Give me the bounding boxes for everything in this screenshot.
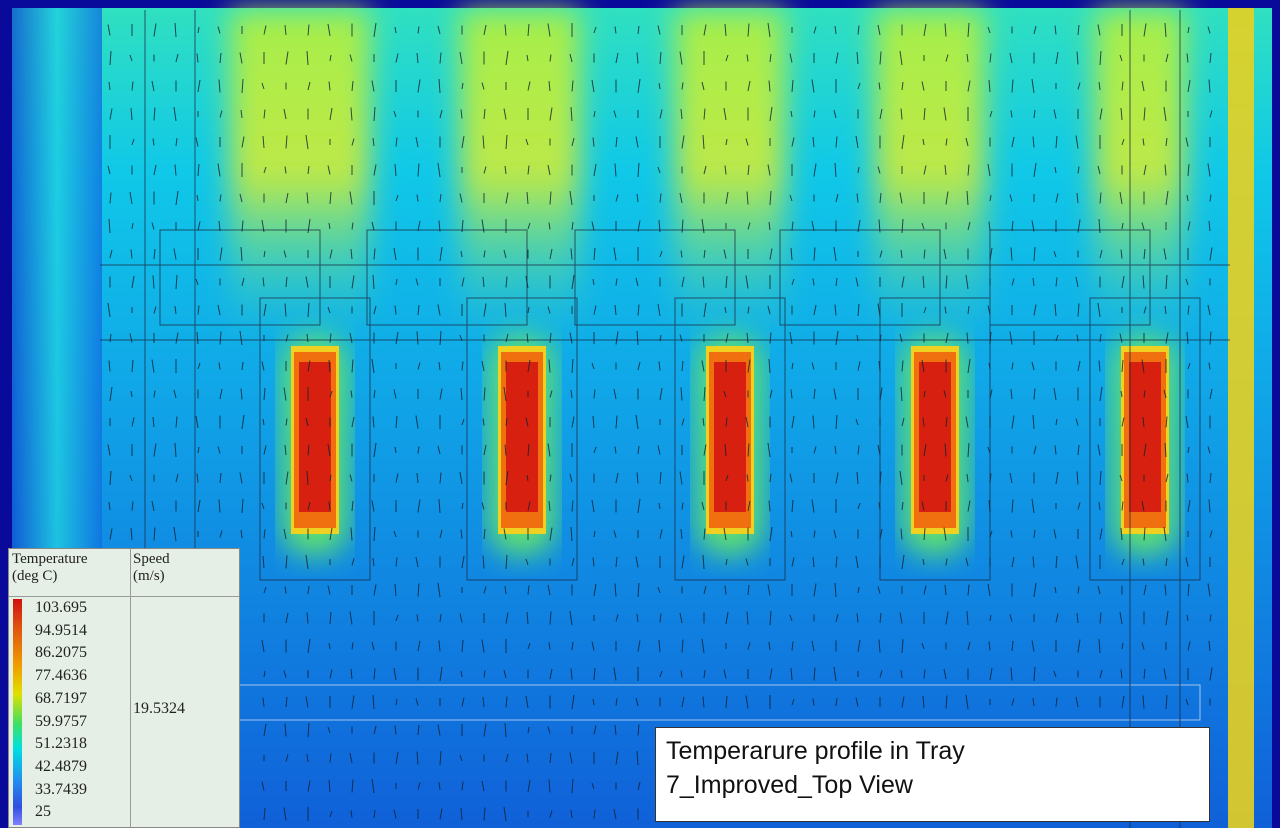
legend-temperature-value: 51.2318 xyxy=(35,735,87,753)
legend-temperature-value: 42.4879 xyxy=(35,758,87,776)
component-core xyxy=(1129,362,1161,512)
legend-speed-unit: (m/s) xyxy=(133,568,170,585)
caption-line: 7_Improved_Top View xyxy=(666,768,1199,802)
legend-temperature-value: 59.9757 xyxy=(35,713,87,731)
legend-temperature-value: 94.9514 xyxy=(35,622,87,640)
component-core xyxy=(506,362,538,512)
legend-speed-label: Speed xyxy=(133,551,170,568)
legend-temperature-header: Temperature (deg C) xyxy=(12,551,88,585)
legend-divider xyxy=(130,549,131,827)
component-core xyxy=(714,362,746,512)
caption-box: Temperarure profile in Tray 7_Improved_T… xyxy=(655,727,1210,822)
caption-line: Temperarure profile in Tray xyxy=(666,734,1199,768)
legend-temperature-unit: (deg C) xyxy=(12,568,88,585)
legend: Temperature (deg C) Speed (m/s) 103.695 9… xyxy=(8,548,240,828)
legend-temperature-value: 25 xyxy=(35,803,51,821)
legend-temperature-value: 33.7439 xyxy=(35,781,87,799)
component-core xyxy=(299,362,331,512)
legend-temperature-value: 68.7197 xyxy=(35,690,87,708)
legend-divider xyxy=(9,596,239,597)
heat-plume xyxy=(675,10,785,340)
legend-temperature-value: 86.2075 xyxy=(35,644,87,662)
legend-temperature-label: Temperature xyxy=(12,551,88,568)
legend-speed-value: 19.5324 xyxy=(133,700,185,718)
legend-temperature-value: 103.695 xyxy=(35,599,87,617)
legend-speed-header: Speed (m/s) xyxy=(133,551,170,585)
heat-plume xyxy=(460,10,580,340)
component-core xyxy=(919,362,951,512)
legend-temperature-value: 77.4636 xyxy=(35,667,87,685)
right-edge xyxy=(1228,8,1254,828)
legend-color-bar xyxy=(13,599,22,825)
screenshot: Temperature (deg C) Speed (m/s) 103.695 9… xyxy=(0,0,1280,828)
heat-plume xyxy=(1095,10,1185,340)
heat-plume xyxy=(230,10,370,340)
